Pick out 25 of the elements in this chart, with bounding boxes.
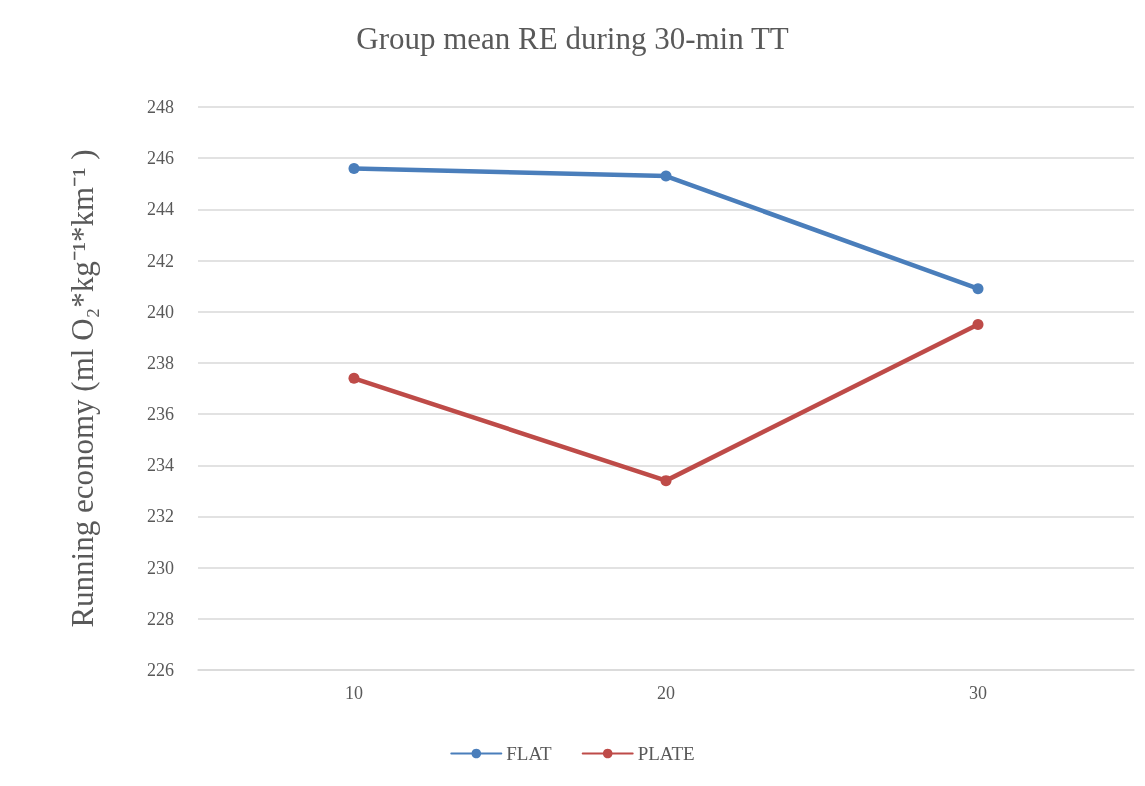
y-tick-label: 246 [147,148,174,169]
legend-label: PLATE [637,743,695,764]
point [660,475,672,487]
point [972,283,984,295]
y-tick-label: 228 [147,608,174,629]
point [660,170,672,182]
y-tick-label: 226 [147,660,174,680]
point [972,319,984,331]
y-tick-label: 240 [147,301,174,322]
y-tick-label: 232 [147,506,174,527]
legend-label: FLAT [506,743,553,764]
x-tick-label: 20 [657,683,675,703]
chart-title: Group mean RE during 30-min TT [356,21,789,56]
y-tick-label: 242 [147,250,174,271]
y-tick-label: 230 [147,557,174,578]
x-tick-label: 30 [969,683,987,703]
point [348,162,360,174]
y-tick-label: 248 [147,97,174,117]
y-tick-label: 236 [147,404,174,425]
y-tick-label: 244 [147,199,174,220]
y-tick-label: 234 [147,455,174,476]
point [348,372,360,384]
y-tick-label: 238 [147,352,174,373]
x-tick-label: 10 [345,683,363,703]
y-axis-title: Running economy (ml O₂*kg⁻¹*km⁻¹ ) [65,149,100,628]
